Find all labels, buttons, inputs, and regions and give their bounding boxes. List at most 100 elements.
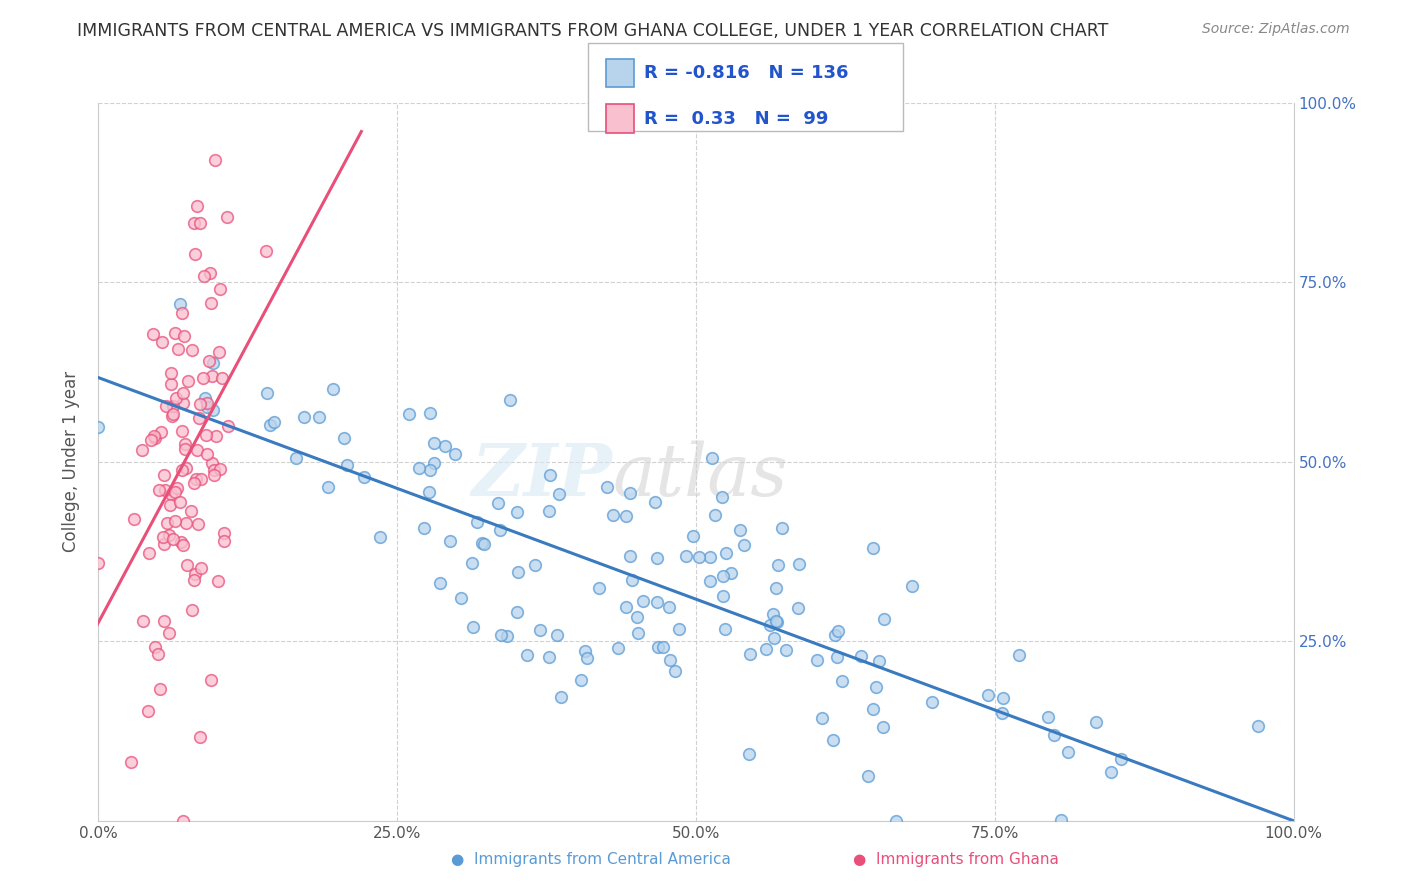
Point [1038,710,1060,724]
Point [183,476,205,491]
Point [647,640,669,655]
Point [851,648,873,663]
Point [765,615,787,630]
Point [172,463,194,477]
Point [1057,745,1080,759]
Point [1085,714,1108,729]
Point [614,508,637,523]
Point [486,496,509,510]
Point [131,443,153,458]
Point [621,573,644,587]
Point [645,594,668,608]
Point [418,484,440,499]
Point [157,625,180,640]
Point [546,628,568,642]
Point [183,574,205,588]
Point [146,648,169,662]
Point [87,420,110,434]
Point [529,623,551,637]
Point [212,525,235,540]
Point [993,690,1015,705]
Point [174,437,197,451]
Point [162,532,184,546]
Point [211,371,233,385]
Point [398,408,420,422]
Point [165,391,187,405]
Point [602,508,624,522]
Text: R =  0.33   N =  99: R = 0.33 N = 99 [644,110,828,128]
Point [434,439,457,453]
Point [155,399,177,413]
Point [775,643,797,657]
Point [616,600,638,615]
Point [172,305,194,319]
Point [626,610,648,624]
Point [201,369,224,384]
Point [538,468,561,483]
Point [547,487,569,501]
Point [160,409,183,423]
Point [765,581,787,595]
Point [700,450,723,465]
Point [308,410,330,425]
Point [87,556,110,570]
Point [596,480,619,494]
Text: atlas: atlas [613,441,787,511]
Point [652,640,675,654]
Point [516,648,538,662]
Point [576,651,599,665]
Point [139,434,162,448]
Point [740,648,762,662]
Point [176,375,198,389]
Point [153,537,176,551]
Point [921,695,943,709]
Point [163,326,186,341]
Point [208,344,231,359]
Point [569,673,592,688]
Point [153,483,176,498]
Point [254,244,277,258]
Point [631,593,654,607]
Point [186,199,208,213]
Point [162,407,184,421]
Point [174,516,197,530]
Point [209,282,232,296]
Point [184,247,207,261]
Point [489,524,512,538]
Point [195,400,218,414]
Point [465,516,488,530]
Point [180,503,202,517]
Point [825,649,848,664]
Point [194,427,217,442]
Point [644,495,666,509]
Point [868,655,890,669]
Point [188,216,211,230]
Text: IMMIGRANTS FROM CENTRAL AMERICA VS IMMIGRANTS FROM GHANA COLLEGE, UNDER 1 YEAR C: IMMIGRANTS FROM CENTRAL AMERICA VS IMMIG… [77,22,1109,40]
Point [763,631,786,645]
Point [901,579,924,593]
Point [138,704,160,718]
Point [704,508,727,522]
Point [170,424,193,438]
Point [197,396,219,410]
Point [285,450,308,465]
Point [699,550,721,565]
Point [197,447,219,461]
Point [1042,728,1064,742]
Point [664,664,686,678]
Point [166,481,188,495]
Text: ●  Immigrants from Central America: ● Immigrants from Central America [450,852,731,867]
Point [759,617,782,632]
Point [506,565,529,579]
Point [728,523,751,537]
Point [138,546,160,560]
Point [197,353,219,368]
Point [181,603,204,617]
Point [163,484,186,499]
Point [766,558,789,572]
Point [200,296,222,310]
Point [256,386,278,401]
Point [647,551,669,566]
Point [150,334,173,349]
Point [173,442,195,457]
